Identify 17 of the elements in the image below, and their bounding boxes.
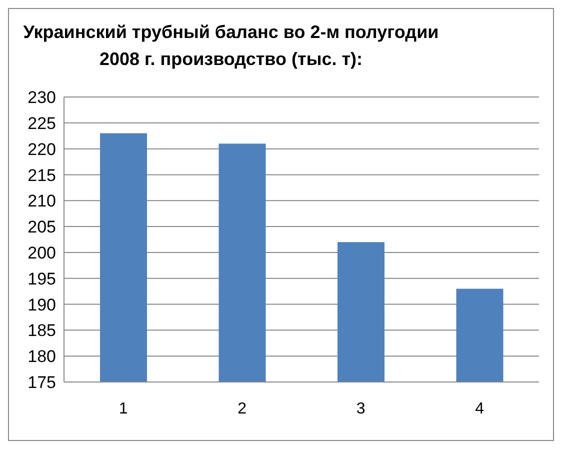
x-tick-label: 4 [475,400,484,418]
y-tick-label: 195 [28,269,56,288]
y-tick-label: 175 [28,373,56,392]
y-tick-label: 190 [28,295,56,314]
x-tick-label: 1 [118,400,128,418]
y-tick-label: 205 [28,218,56,237]
y-tick-label: 200 [28,243,56,262]
x-tick-label: 3 [356,400,366,418]
x-tick-label: 2 [238,400,247,418]
y-tick-label: 230 [28,88,56,108]
chart-title: Украинский трубный баланс во 2-м полугодии 2008 г. производство (тыс. т): [22,21,440,71]
y-tick-label: 210 [28,192,56,211]
y-tick-label: 225 [28,114,56,133]
y-tick-label: 215 [28,166,56,185]
y-tick-label: 180 [28,347,56,366]
y-tick-label: 185 [28,321,56,340]
y-tick-label: 220 [28,140,56,159]
